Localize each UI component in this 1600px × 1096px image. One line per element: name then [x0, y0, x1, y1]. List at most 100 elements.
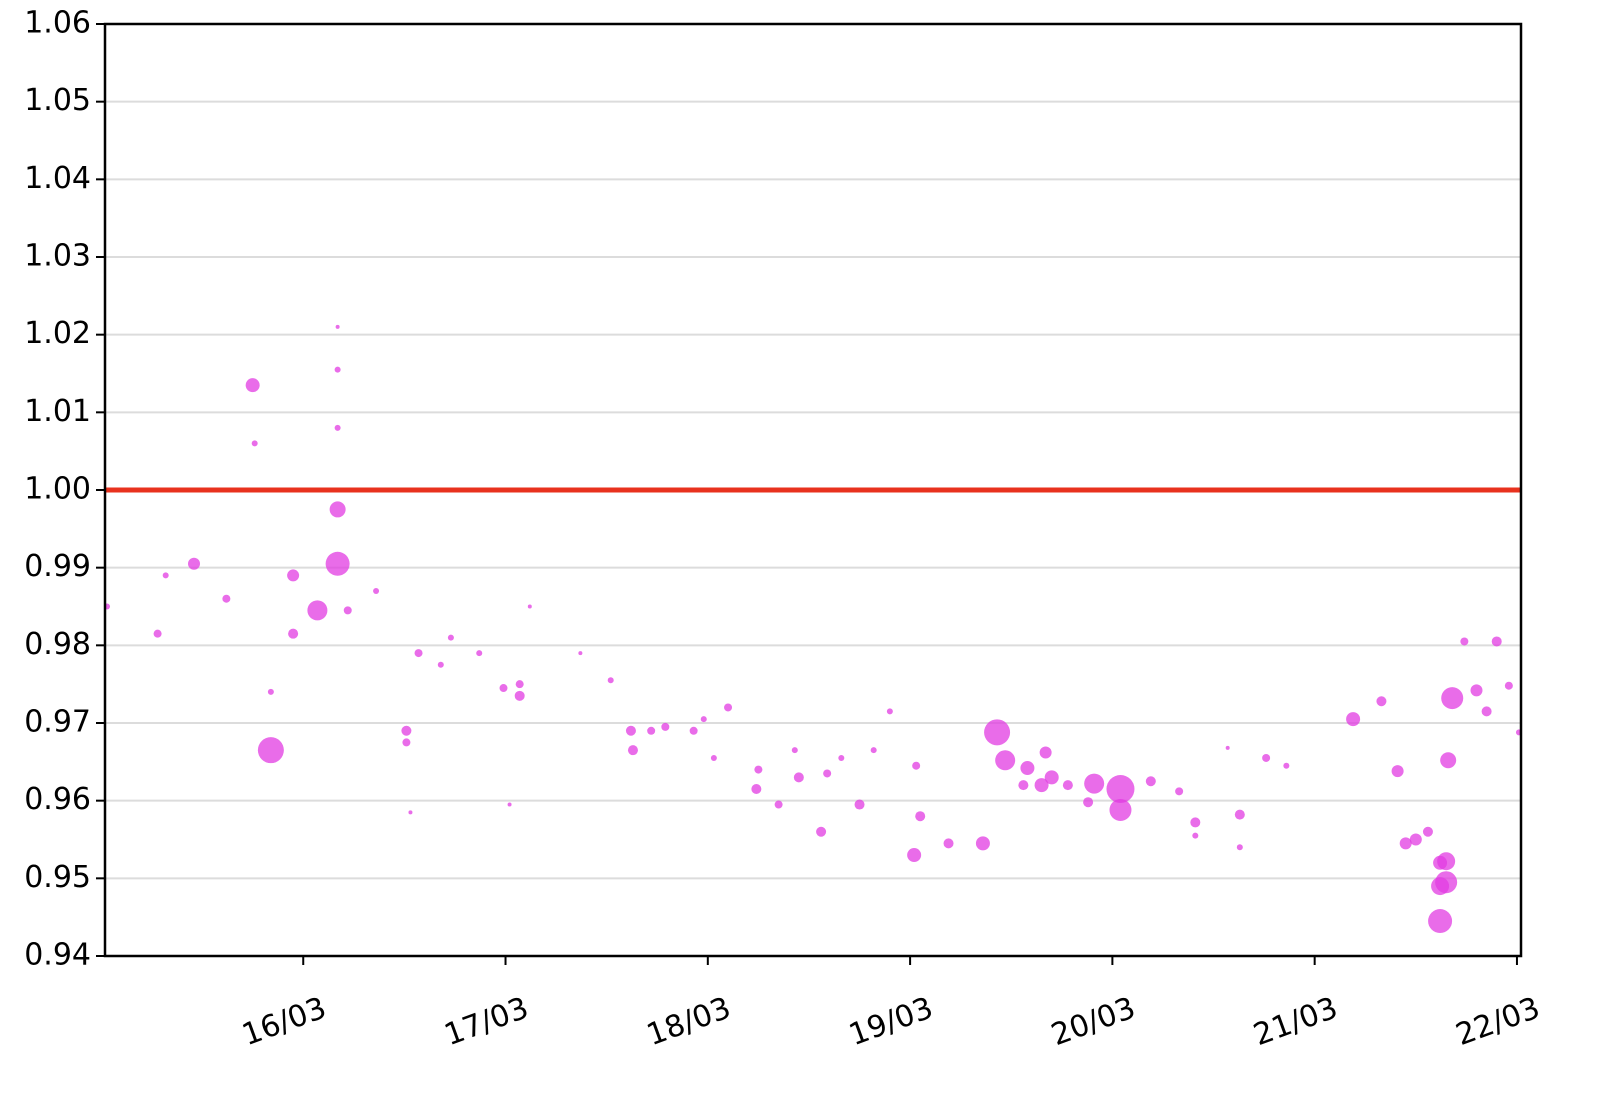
bubble: [307, 600, 328, 621]
bubble: [1145, 776, 1156, 787]
bubble: [515, 680, 524, 689]
y-tick-label: 0.95: [24, 860, 91, 895]
bubble: [527, 604, 532, 609]
bubble: [329, 501, 346, 518]
bubble: [1083, 797, 1094, 808]
bubble: [854, 799, 865, 810]
bubble: [401, 725, 412, 736]
y-tick-label: 0.97: [24, 705, 91, 740]
bubble: [647, 726, 656, 735]
bubble: [774, 800, 783, 809]
x-tick-label: 19/03: [845, 991, 938, 1053]
bubble: [816, 826, 827, 837]
x-tick-label: 17/03: [440, 991, 533, 1053]
bubble: [1437, 852, 1456, 871]
bubble: [791, 747, 798, 754]
bubble: [1283, 762, 1290, 769]
bubble: [1440, 752, 1457, 769]
bubble: [1504, 681, 1513, 690]
bubble: [288, 628, 299, 639]
bubble: [710, 754, 717, 761]
bubble: [162, 572, 169, 579]
bubble: [689, 726, 698, 735]
bubble: [661, 722, 670, 731]
bubble: [984, 719, 1011, 746]
bubble: [335, 324, 340, 329]
y-tick-label: 1.05: [24, 83, 91, 118]
bubble: [1428, 909, 1453, 934]
y-tick-label: 0.96: [24, 782, 91, 817]
bubble: [402, 738, 411, 747]
y-tick-label: 0.94: [24, 938, 91, 973]
bubble: [1346, 712, 1361, 727]
bubble: [1470, 684, 1483, 697]
bubble: [1441, 687, 1464, 710]
bubble: [724, 703, 733, 712]
bubble: [1234, 809, 1245, 820]
bubble: [1190, 817, 1201, 828]
bubble: [1044, 770, 1059, 785]
bubble: [507, 802, 512, 807]
bubble: [287, 569, 300, 582]
bubble: [793, 772, 804, 783]
x-tick-label: 20/03: [1047, 991, 1140, 1053]
bubble: [823, 769, 832, 778]
bubble: [1084, 773, 1105, 794]
bubble: [870, 747, 877, 754]
bubble: [408, 810, 413, 815]
bubble: [1020, 761, 1035, 776]
bubble: [700, 716, 707, 723]
bubble: [1391, 765, 1404, 778]
bubble: [514, 690, 525, 701]
bubble: [607, 677, 614, 684]
bubble: [267, 688, 274, 695]
bubble: [245, 378, 260, 393]
bubble: [975, 836, 990, 851]
bubble: [251, 440, 258, 447]
bubble: [1109, 798, 1132, 821]
bubble: [1018, 780, 1029, 791]
bubble: [1435, 871, 1458, 894]
bubble: [1175, 787, 1184, 796]
bubble: [1034, 778, 1049, 793]
bubble: [1399, 837, 1412, 850]
bubble: [1236, 844, 1243, 851]
bubble: [334, 366, 341, 373]
bubble: [257, 737, 284, 764]
bubble: [343, 606, 352, 615]
bubble: [222, 594, 231, 603]
bubble: [995, 750, 1016, 771]
bubble: [838, 754, 845, 761]
bubble: [1481, 706, 1492, 717]
bubble: [943, 838, 954, 849]
bubble: [915, 811, 926, 822]
bubble: [1262, 753, 1271, 762]
bubble: [627, 745, 638, 756]
bubble: [578, 651, 583, 656]
bubble: [1422, 826, 1433, 837]
bubble: [1039, 746, 1052, 759]
bubble: [414, 649, 423, 658]
bubble: [754, 765, 763, 774]
plot-frame: [103, 22, 1523, 958]
y-tick-label: 1.00: [24, 472, 91, 507]
x-tick-label: 18/03: [642, 991, 735, 1053]
bubble: [153, 629, 162, 638]
bubble: [1106, 775, 1135, 804]
bubble: [886, 708, 893, 715]
bubble: [1409, 833, 1422, 846]
x-tick-label: 22/03: [1451, 991, 1544, 1053]
bubble: [325, 551, 350, 576]
y-tick-label: 1.04: [24, 161, 91, 196]
bubble: [1192, 832, 1199, 839]
bubble: [334, 424, 341, 431]
y-tick-label: 1.01: [24, 394, 91, 429]
bubble: [1460, 637, 1469, 646]
bubble: [499, 684, 508, 693]
bubble: [1225, 745, 1230, 750]
y-tick-label: 1.02: [24, 316, 91, 351]
x-tick-label: 21/03: [1249, 991, 1342, 1053]
bubble: [625, 725, 636, 736]
bubble: [912, 761, 921, 770]
